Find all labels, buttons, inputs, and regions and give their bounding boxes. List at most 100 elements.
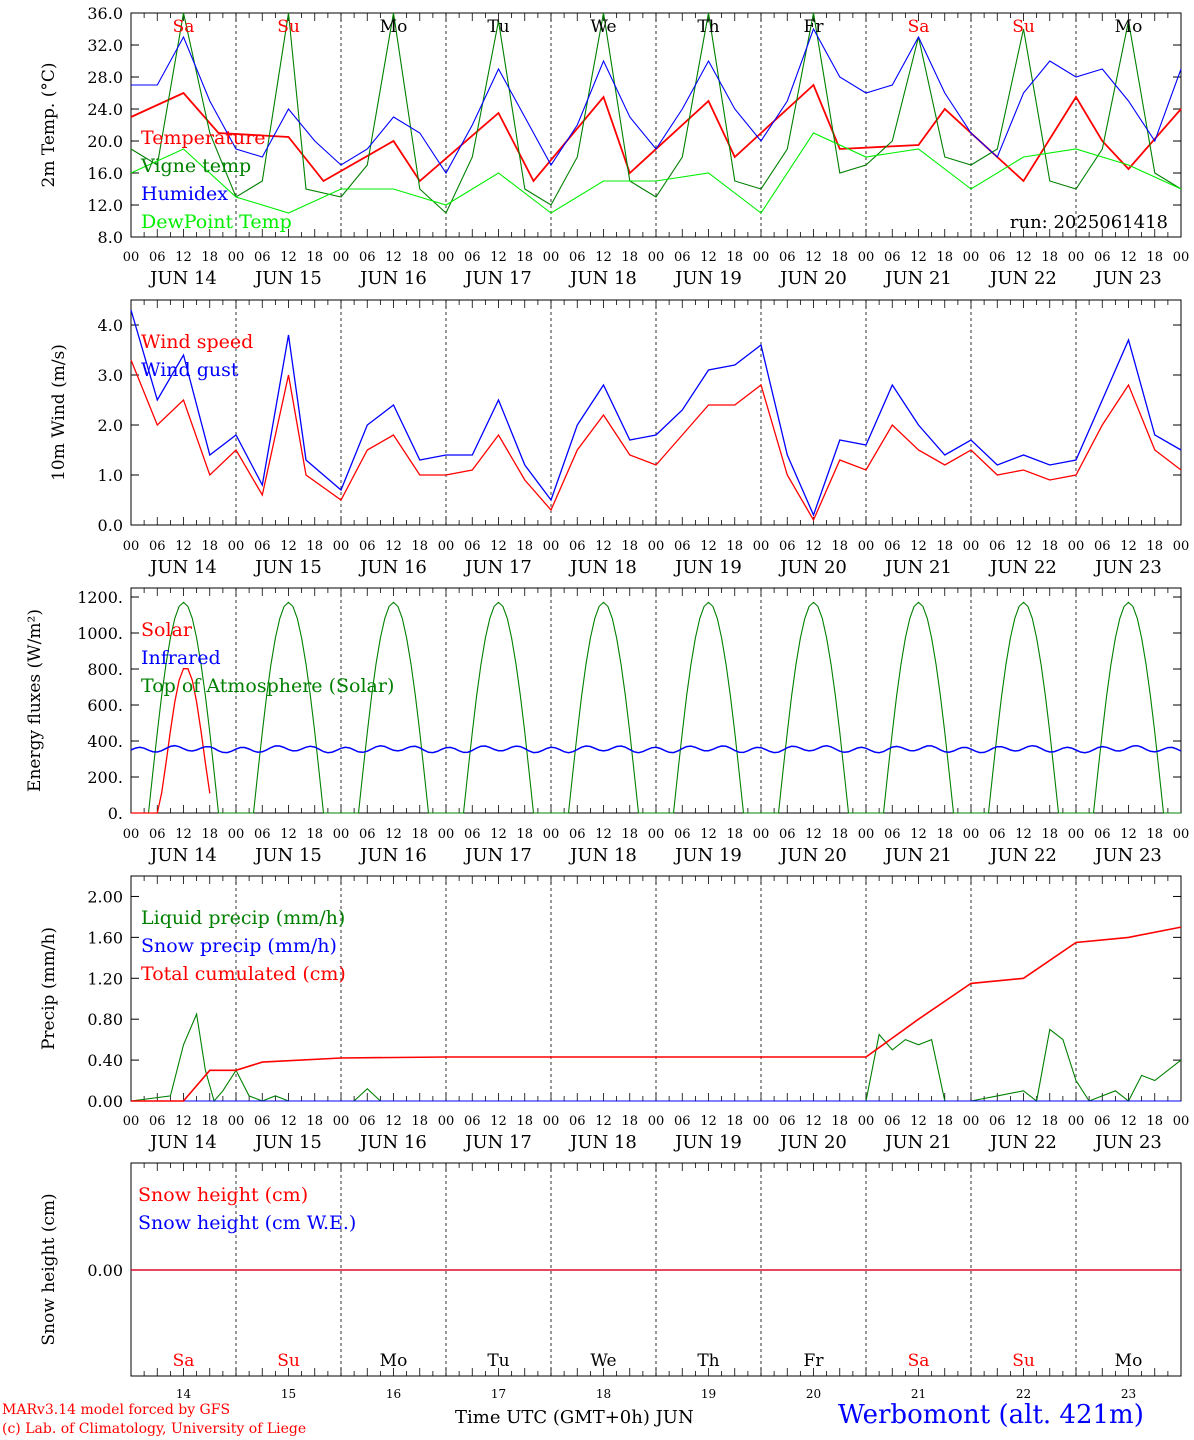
hour-tick-label: 06 [779,827,796,842]
day-name-label: Su [277,17,300,37]
date-label: JUN 22 [988,268,1057,289]
date-label: JUN 18 [568,268,637,289]
hour-tick-label: 00 [858,539,875,554]
panel-5: 0.00 Snow height (cm) Snow height (cm) Snow… [39,1162,1182,1401]
hour-tick-label: 00 [438,827,455,842]
hour-tick-label: 12 [1015,539,1032,554]
hour-tick-label: 00 [228,539,245,554]
hour-tick-label: 06 [254,1114,271,1129]
date-number-label: 18 [596,1387,611,1401]
legend-temperature: Temperature [141,127,265,149]
series-line-wind-speed [130,359,1182,522]
hour-tick-label: 12 [175,539,192,554]
y-tick-label: 2.0 [98,416,123,435]
date-label: JUN 21 [883,268,952,289]
date-label: JUN 22 [988,1132,1057,1153]
date-label: JUN 16 [358,845,427,866]
series-line-total-cumulated-cm- [131,926,1182,1102]
hour-tick-label: 18 [621,539,638,554]
day-name-label: Th [697,17,719,37]
hour-tick-label: 00 [543,250,560,265]
hour-tick-label: 06 [1094,827,1111,842]
panel-4: 0.00 0.40 0.80 1.20 1.60 2.00 Precip (mm/h) Liq… [39,875,1189,1153]
hour-tick-label: 06 [884,250,901,265]
hour-tick-label: 18 [411,827,428,842]
day-name-label: Fr [804,17,825,37]
hour-tick-label: 06 [1094,250,1111,265]
hour-tick-label: 12 [385,250,402,265]
hour-tick-label: 00 [858,1114,875,1129]
hour-tick-label: 00 [753,539,770,554]
hour-tick-label: 12 [700,1114,717,1129]
hour-tick-label: 12 [595,1114,612,1129]
hour-tick-label: 18 [201,539,218,554]
hour-tick-label: 12 [595,827,612,842]
hour-tick-label: 06 [359,250,376,265]
hour-tick-label: 06 [884,827,901,842]
hour-tick-label: 06 [884,1114,901,1129]
date-label: JUN 15 [253,557,322,578]
hour-tick-label: 18 [1041,1114,1058,1129]
day-name-label: Sa [173,1351,195,1371]
date-label: JUN 19 [673,268,742,289]
date-number-label: 14 [176,1387,192,1401]
y-tick-label: 20.0 [87,132,123,151]
legend-wind-speed: Wind speed [141,331,253,353]
legend-liquid-precip-mm-h-: Liquid precip (mm/h) [141,907,345,929]
date-label: JUN 16 [358,268,427,289]
date-label: JUN 17 [463,268,532,289]
hour-tick-label: 06 [1094,1114,1111,1129]
hour-tick-label: 12 [1120,539,1137,554]
hour-tick-label: 18 [831,827,848,842]
hour-tick-label: 12 [805,539,822,554]
date-label: JUN 14 [148,845,217,866]
hour-tick-label: 06 [674,250,691,265]
hour-tick-label: 18 [726,539,743,554]
legend-wind-gust: Wind gust [141,359,239,381]
series-line-dewpoint-temp [130,132,1182,214]
hour-tick-label: 18 [516,827,533,842]
hour-tick-label: 18 [411,250,428,265]
hour-tick-label: 12 [280,250,297,265]
hour-tick-label: 00 [543,1114,560,1129]
day-name-label: Su [1012,17,1035,37]
run-annotation: run: 2025061418 [1010,212,1168,233]
legend-snow-height-cm-w-e-: Snow height (cm W.E.) [138,1212,356,1234]
date-number-label: 19 [701,1387,716,1401]
hour-tick-label: 18 [726,1114,743,1129]
y-tick-label: 1000. [77,624,123,643]
hour-tick-label: 06 [779,1114,796,1129]
hour-tick-label: 18 [306,539,323,554]
x-axis-title: Time UTC (GMT+0h) JUN [455,1407,694,1428]
date-label: JUN 21 [883,845,952,866]
hour-tick-label: 18 [306,250,323,265]
hour-tick-label: 18 [726,827,743,842]
y-tick-label: 3.0 [98,366,123,385]
date-label: JUN 20 [778,845,847,866]
hour-tick-label: 12 [280,1114,297,1129]
y-tick-label: 16.0 [87,164,123,183]
y-tick-label: 800. [87,660,123,679]
date-label: JUN 15 [253,268,322,289]
hour-tick-label: 12 [910,827,927,842]
date-label: JUN 20 [778,1132,847,1153]
legend-solar: Solar [141,619,193,641]
hour-tick-label: 06 [254,539,271,554]
hour-tick-label: 18 [936,1114,953,1129]
series-line-wind-gust [130,309,1182,517]
hour-tick-label: 00 [1173,827,1190,842]
hour-tick-label: 00 [1068,539,1085,554]
hour-tick-label: 18 [306,827,323,842]
hour-tick-label: 00 [438,1114,455,1129]
hour-tick-label: 00 [753,827,770,842]
hour-tick-label: 12 [595,539,612,554]
y-tick-label: 8.0 [98,228,123,247]
hour-tick-label: 00 [1068,827,1085,842]
date-label: JUN 22 [988,557,1057,578]
hour-tick-label: 00 [648,539,665,554]
hour-tick-label: 18 [936,827,953,842]
hour-tick-label: 12 [280,827,297,842]
y-tick-label: 12.0 [87,196,123,215]
hour-tick-label: 06 [149,539,166,554]
